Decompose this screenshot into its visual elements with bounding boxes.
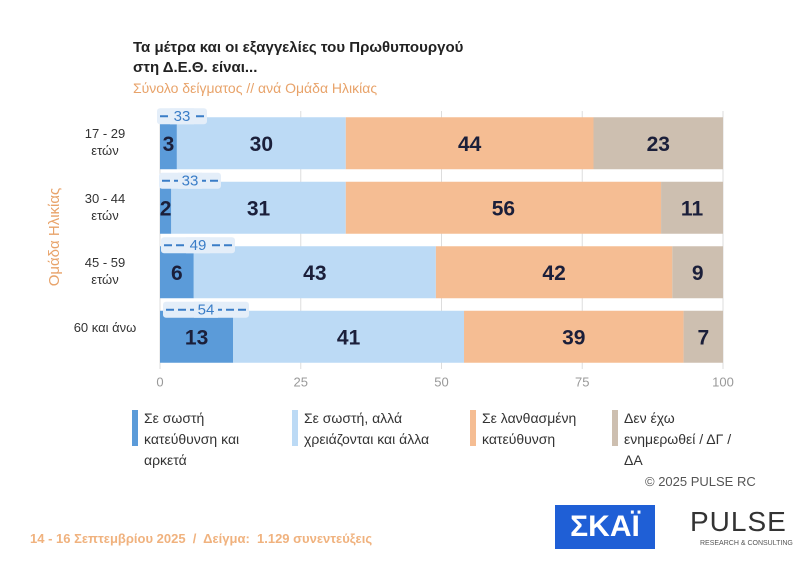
legend-swatch	[470, 410, 476, 446]
value-label: 39	[562, 326, 585, 349]
bar-segment	[464, 310, 684, 363]
value-label: 2	[160, 197, 172, 220]
footer: 14 - 16 Σεπτεμβρίου 2025 / Δείγμα: 1.129…	[30, 531, 373, 546]
legend-label: Σε σωστή, αλλά χρειάζονται και άλλα	[304, 410, 430, 447]
x-tick-label: 25	[294, 374, 308, 389]
bar-segment	[672, 246, 723, 299]
bar-segment	[193, 246, 436, 299]
value-label: 42	[542, 262, 565, 285]
x-tick-label: 50	[434, 374, 448, 389]
y-axis-label: Ομάδα Ηλικίας	[46, 188, 63, 287]
pulse-logo: PULSE	[690, 506, 787, 537]
legend-label: Δεν έχω ενημερωθεί / ΔΓ / ΔΑ	[624, 410, 732, 468]
bar-segment	[593, 117, 723, 170]
value-label: 44	[458, 133, 482, 156]
total-label: 54	[198, 302, 215, 319]
chart-title: Τα μέτρα και οι εξαγγελίες του Πρωθυπουρ…	[133, 39, 464, 76]
total-label: 49	[190, 237, 207, 254]
legend-label: Σε σωστή κατεύθυνση και αρκετά	[144, 410, 240, 468]
bar-segment	[160, 181, 172, 234]
copyright: © 2025 PULSE RC	[645, 474, 756, 489]
bar-segment	[160, 117, 177, 170]
value-label: 7	[697, 326, 709, 349]
bar-segment	[661, 181, 723, 234]
total-bg	[170, 108, 194, 125]
total-bg	[178, 172, 202, 189]
bar-segment	[435, 246, 673, 299]
legend-swatch	[612, 410, 618, 446]
value-label: 43	[303, 262, 326, 285]
bar-segment	[160, 246, 194, 299]
pulse-tagline: RESEARCH & CONSULTING	[700, 540, 793, 547]
skai-logo: ΣΚΑΪ	[555, 505, 655, 549]
bar-segment	[176, 117, 346, 170]
value-label: 30	[250, 133, 273, 156]
value-label: 3	[163, 133, 175, 156]
bar-segment	[233, 310, 465, 363]
value-label: 13	[185, 326, 208, 349]
total-label: 33	[182, 173, 199, 190]
bar-segment	[160, 310, 234, 363]
value-label: 9	[692, 262, 704, 285]
bar-segment	[683, 310, 723, 363]
total-bg	[186, 237, 210, 254]
value-label: 6	[171, 262, 183, 285]
y-tick-label: 60 και άνω	[73, 319, 137, 335]
bar-segment	[345, 117, 594, 170]
x-tick-label: 100	[712, 374, 734, 389]
bar-segment	[345, 181, 662, 234]
value-label: 31	[247, 197, 271, 220]
value-label: 41	[337, 326, 361, 349]
x-tick-label: 75	[575, 374, 589, 389]
total-label: 33	[174, 108, 191, 125]
value-label: 11	[681, 197, 704, 220]
value-label: 23	[647, 133, 670, 156]
legend-label: Σε λανθασμένη κατεύθυνση	[482, 410, 577, 447]
legend-swatch	[132, 410, 138, 446]
y-tick-label: 17 - 29 ετών	[84, 126, 126, 159]
legend-swatch	[292, 410, 298, 446]
total-bg	[194, 301, 218, 318]
y-tick-label: 45 - 59 ετών	[84, 255, 126, 288]
x-tick-label: 0	[156, 374, 163, 389]
y-tick-label: 30 - 44 ετών	[84, 190, 126, 223]
value-label: 56	[492, 197, 515, 220]
bar-segment	[171, 181, 346, 234]
subtitle: Σύνολο δείγματος // ανά Ομάδα Ηλικίας	[133, 80, 378, 96]
